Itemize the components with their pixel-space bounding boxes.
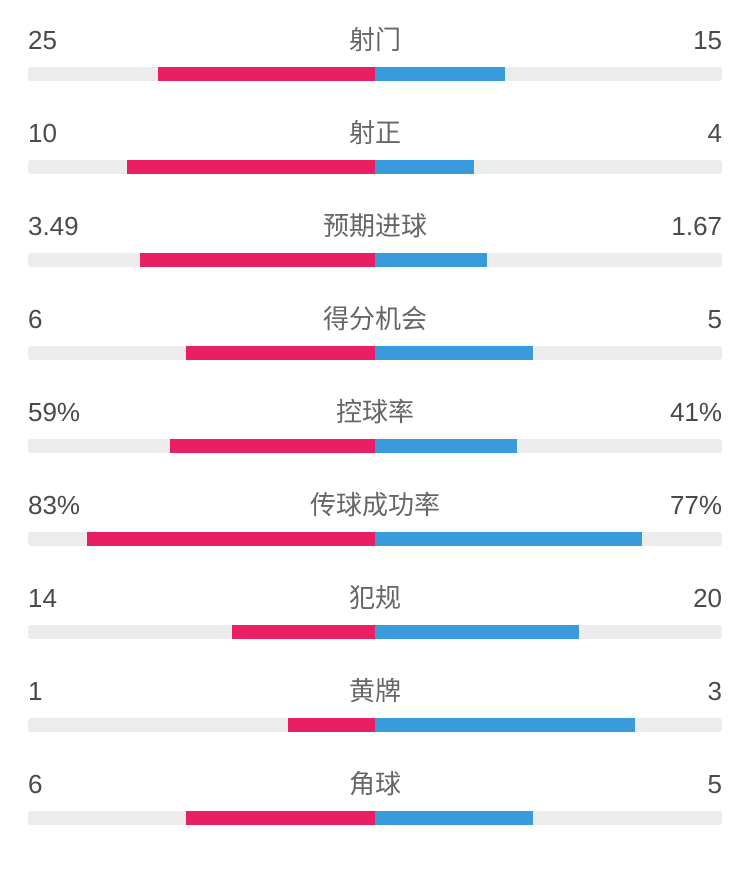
stat-bar-left-fill xyxy=(87,532,375,546)
stat-bar-left-track xyxy=(28,253,375,267)
stat-label: 预期进球 xyxy=(108,206,642,243)
stat-bar-track xyxy=(28,253,722,267)
stat-row: 3.49 预期进球 1.67 xyxy=(28,206,722,267)
stat-row: 83% 传球成功率 77% xyxy=(28,485,722,546)
stat-header: 6 得分机会 5 xyxy=(28,299,722,336)
stat-bar-right-fill xyxy=(375,439,517,453)
stat-value-right: 5 xyxy=(642,769,722,800)
stat-bar-left-track xyxy=(28,625,375,639)
stat-value-right: 3 xyxy=(642,676,722,707)
stat-value-right: 4 xyxy=(642,118,722,149)
stat-row: 1 黄牌 3 xyxy=(28,671,722,732)
stat-row: 6 得分机会 5 xyxy=(28,299,722,360)
stat-bar-track xyxy=(28,811,722,825)
stat-value-right: 1.67 xyxy=(642,211,722,242)
stat-value-right: 5 xyxy=(642,304,722,335)
stat-value-right: 41% xyxy=(642,397,722,428)
stat-label: 射正 xyxy=(108,113,642,150)
stat-bar-left-fill xyxy=(186,811,375,825)
stat-header: 1 黄牌 3 xyxy=(28,671,722,708)
stat-label: 射门 xyxy=(108,20,642,57)
stat-value-left: 1 xyxy=(28,676,108,707)
stat-value-right: 20 xyxy=(642,583,722,614)
stat-label: 控球率 xyxy=(108,392,642,429)
stat-header: 83% 传球成功率 77% xyxy=(28,485,722,522)
stat-header: 25 射门 15 xyxy=(28,20,722,57)
stat-bar-left-fill xyxy=(140,253,375,267)
stat-bar-left-fill xyxy=(288,718,375,732)
stat-row: 6 角球 5 xyxy=(28,764,722,825)
stat-bar-left-track xyxy=(28,811,375,825)
stat-row: 59% 控球率 41% xyxy=(28,392,722,453)
stat-bar-left-track xyxy=(28,67,375,81)
stat-bar-right-track xyxy=(375,253,722,267)
stat-header: 6 角球 5 xyxy=(28,764,722,801)
stat-label: 犯规 xyxy=(108,578,642,615)
stat-bar-left-fill xyxy=(170,439,375,453)
stat-bar-left-track xyxy=(28,346,375,360)
stat-bar-right-fill xyxy=(375,811,533,825)
match-stats-panel: 25 射门 15 10 射正 4 3.49 xyxy=(28,20,722,825)
stat-value-left: 10 xyxy=(28,118,108,149)
stat-bar-right-track xyxy=(375,67,722,81)
stat-value-right: 15 xyxy=(642,25,722,56)
stat-bar-right-track xyxy=(375,718,722,732)
stat-label: 黄牌 xyxy=(108,671,642,708)
stat-bar-right-fill xyxy=(375,67,505,81)
stat-bar-left-track xyxy=(28,718,375,732)
stat-bar-left-track xyxy=(28,160,375,174)
stat-value-right: 77% xyxy=(642,490,722,521)
stat-bar-right-track xyxy=(375,811,722,825)
stat-bar-right-fill xyxy=(375,532,642,546)
stat-row: 25 射门 15 xyxy=(28,20,722,81)
stat-label: 传球成功率 xyxy=(108,485,642,522)
stat-bar-left-fill xyxy=(158,67,375,81)
stat-header: 59% 控球率 41% xyxy=(28,392,722,429)
stat-header: 14 犯规 20 xyxy=(28,578,722,615)
stat-bar-right-track xyxy=(375,160,722,174)
stat-bar-right-fill xyxy=(375,160,474,174)
stat-bar-right-fill xyxy=(375,625,579,639)
stat-value-left: 14 xyxy=(28,583,108,614)
stat-bar-track xyxy=(28,160,722,174)
stat-value-left: 6 xyxy=(28,304,108,335)
stat-bar-right-track xyxy=(375,532,722,546)
stat-bar-track xyxy=(28,625,722,639)
stat-bar-left-fill xyxy=(127,160,375,174)
stat-bar-right-track xyxy=(375,625,722,639)
stat-bar-track xyxy=(28,346,722,360)
stat-bar-right-track xyxy=(375,346,722,360)
stat-bar-track xyxy=(28,67,722,81)
stat-value-left: 59% xyxy=(28,397,108,428)
stat-bar-left-track xyxy=(28,532,375,546)
stat-header: 3.49 预期进球 1.67 xyxy=(28,206,722,243)
stat-value-left: 83% xyxy=(28,490,108,521)
stat-label: 角球 xyxy=(108,764,642,801)
stat-bar-left-track xyxy=(28,439,375,453)
stat-header: 10 射正 4 xyxy=(28,113,722,150)
stat-bar-right-fill xyxy=(375,253,487,267)
stat-label: 得分机会 xyxy=(108,299,642,336)
stat-bar-right-track xyxy=(375,439,722,453)
stat-bar-left-fill xyxy=(232,625,375,639)
stat-bar-right-fill xyxy=(375,718,635,732)
stat-bar-right-fill xyxy=(375,346,533,360)
stat-value-left: 6 xyxy=(28,769,108,800)
stat-bar-track xyxy=(28,532,722,546)
stat-row: 14 犯规 20 xyxy=(28,578,722,639)
stat-bar-track xyxy=(28,718,722,732)
stat-bar-left-fill xyxy=(186,346,375,360)
stat-value-left: 3.49 xyxy=(28,211,108,242)
stat-row: 10 射正 4 xyxy=(28,113,722,174)
stat-bar-track xyxy=(28,439,722,453)
stat-value-left: 25 xyxy=(28,25,108,56)
